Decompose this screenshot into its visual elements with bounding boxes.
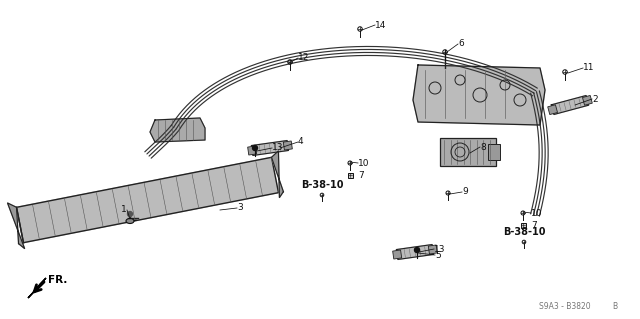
Polygon shape	[8, 203, 24, 249]
Text: 5: 5	[435, 250, 441, 259]
Circle shape	[127, 211, 132, 217]
Polygon shape	[413, 65, 545, 125]
Text: 7: 7	[531, 220, 537, 229]
Polygon shape	[28, 278, 46, 298]
Text: 4: 4	[298, 137, 303, 146]
Polygon shape	[150, 118, 205, 142]
Text: B: B	[612, 302, 618, 311]
Text: B-38-10: B-38-10	[301, 180, 343, 190]
Bar	[488, 144, 500, 160]
Polygon shape	[252, 141, 289, 155]
Bar	[548, 105, 557, 115]
Ellipse shape	[126, 219, 134, 224]
Text: 13: 13	[434, 244, 445, 254]
Bar	[248, 146, 257, 155]
Bar	[284, 141, 292, 150]
Text: 2: 2	[592, 94, 598, 103]
Polygon shape	[17, 157, 278, 243]
Circle shape	[415, 248, 419, 253]
Bar	[393, 250, 402, 259]
Text: S9A3 - B3820: S9A3 - B3820	[539, 302, 591, 311]
Bar	[582, 95, 592, 105]
Text: FR.: FR.	[48, 275, 67, 285]
Text: 7: 7	[358, 170, 364, 180]
Text: 9: 9	[462, 188, 468, 197]
Text: 3: 3	[237, 204, 243, 212]
Bar	[348, 173, 353, 177]
Polygon shape	[271, 151, 284, 197]
Text: 13: 13	[272, 144, 284, 152]
Text: 6: 6	[458, 40, 464, 48]
Polygon shape	[396, 245, 433, 259]
Text: B-38-10: B-38-10	[503, 227, 545, 237]
Text: 8: 8	[480, 143, 486, 152]
Bar	[520, 222, 525, 227]
Text: 10: 10	[531, 209, 543, 218]
Bar	[428, 245, 437, 254]
Polygon shape	[551, 95, 589, 115]
Bar	[440, 138, 496, 166]
Circle shape	[253, 145, 257, 151]
Text: 14: 14	[375, 20, 387, 29]
Text: 12: 12	[298, 54, 309, 63]
Text: 11: 11	[583, 63, 595, 72]
Text: 1: 1	[121, 205, 127, 214]
Text: 10: 10	[358, 159, 369, 167]
